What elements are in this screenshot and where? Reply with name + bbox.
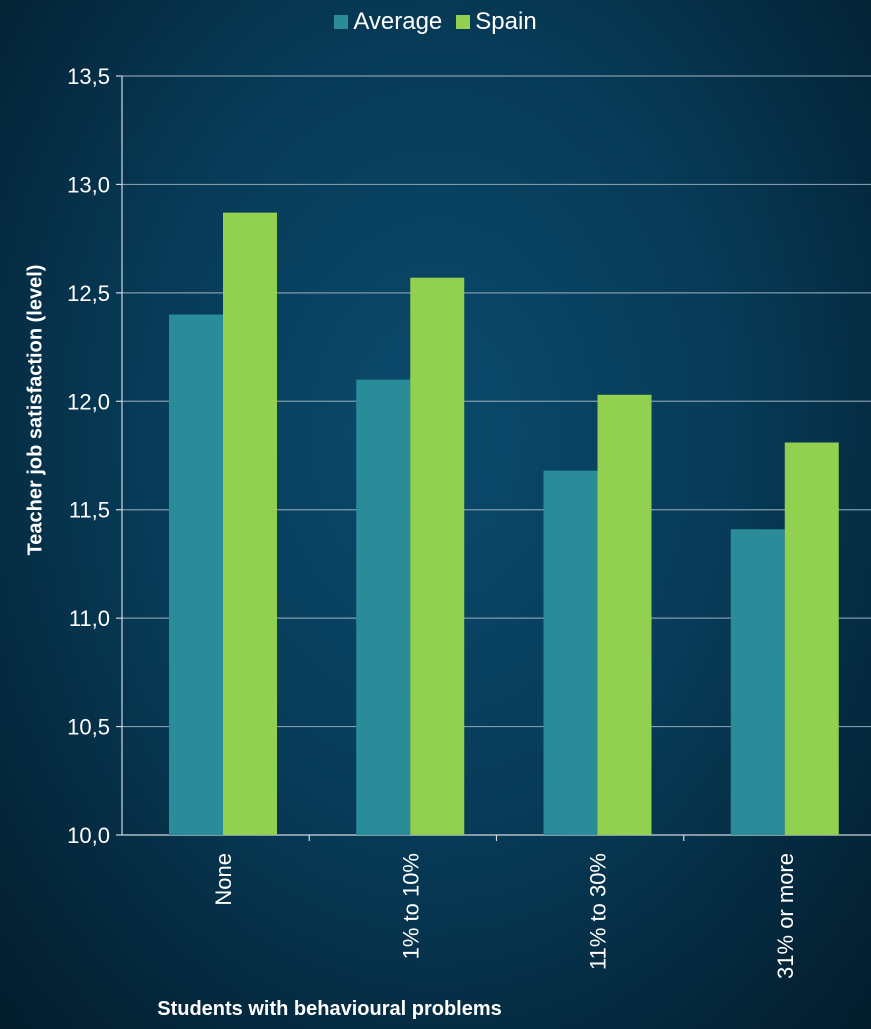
- x-axis-title: Students with behavioural problems: [157, 998, 502, 1020]
- legend-label-average: Average: [353, 8, 443, 35]
- x-tick-label: None: [211, 853, 236, 906]
- legend-label-spain: Spain: [475, 8, 537, 35]
- y-tick-label: 10,0: [67, 823, 110, 848]
- y-tick-label: 10,5: [67, 715, 110, 740]
- bar-spain-2: [410, 277, 465, 836]
- bar-average-3: [543, 470, 598, 835]
- legend-swatch-average: [334, 15, 349, 29]
- legend: Average Spain: [0, 8, 871, 36]
- bar-spain-3: [597, 394, 652, 835]
- x-tick-label: 11% to 30%: [586, 853, 611, 970]
- bar-average-2: [356, 379, 411, 835]
- legend-item-average: Average: [334, 8, 442, 36]
- x-tick-label: 31% or more: [773, 853, 798, 979]
- y-tick-label: 12,0: [67, 389, 110, 414]
- y-tick-label: 12,5: [67, 281, 110, 306]
- legend-swatch-spain: [456, 15, 471, 29]
- bar-average-4: [730, 529, 785, 835]
- x-tick-label: 1% to 10%: [398, 853, 423, 959]
- legend-item-spain: Spain: [456, 8, 537, 36]
- y-tick-label: 13,5: [67, 64, 110, 89]
- y-tick-label: 11,5: [69, 498, 110, 523]
- y-tick-label: 11,0: [69, 606, 110, 631]
- y-tick-label: 13,0: [67, 172, 110, 197]
- bar-average-1: [169, 314, 223, 835]
- y-axis-title: Teacher job satisfaction (level): [24, 264, 47, 556]
- bar-spain-1: [223, 212, 277, 835]
- bar-spain-4: [784, 442, 839, 835]
